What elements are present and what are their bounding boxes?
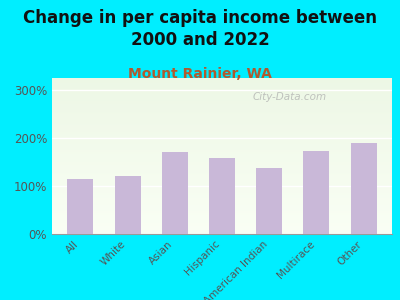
Bar xyxy=(304,152,330,234)
Bar xyxy=(67,179,93,234)
Text: Change in per capita income between
2000 and 2022: Change in per capita income between 2000… xyxy=(23,9,377,49)
Bar xyxy=(256,168,282,234)
Bar xyxy=(114,176,140,234)
Text: City-Data.com: City-Data.com xyxy=(253,92,327,102)
Bar xyxy=(209,158,235,234)
Bar xyxy=(351,143,377,234)
Bar xyxy=(162,152,188,234)
Text: Mount Rainier, WA: Mount Rainier, WA xyxy=(128,68,272,82)
